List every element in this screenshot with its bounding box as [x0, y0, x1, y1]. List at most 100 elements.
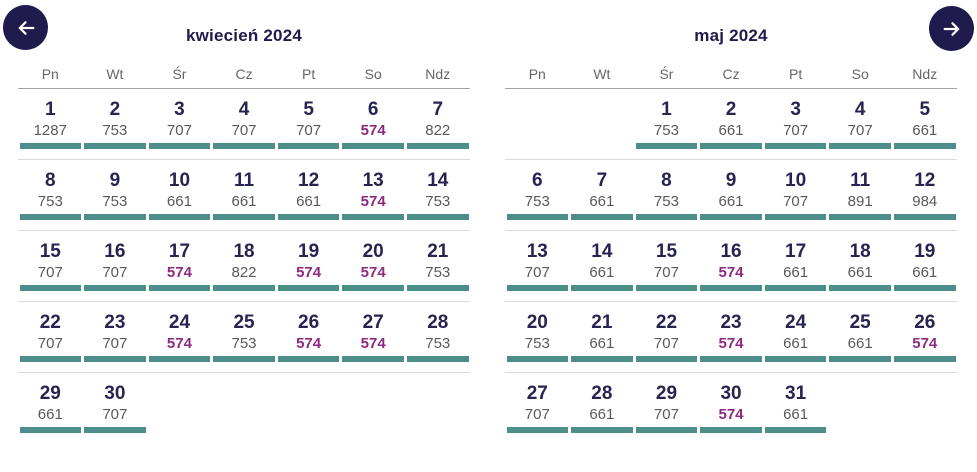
next-month-button[interactable]: [929, 6, 974, 51]
price-underline-bar: [148, 356, 211, 362]
price-underline-bar: [764, 356, 827, 362]
day-cell[interactable]: 7 661: [570, 169, 635, 220]
price-underline-bar: [19, 214, 82, 220]
day-cell[interactable]: 24 574: [147, 311, 212, 362]
weekday-label: So: [851, 66, 869, 82]
day-number: 27: [526, 383, 548, 404]
day-cell[interactable]: 10 707: [763, 169, 828, 220]
day-cell[interactable]: 25 753: [212, 311, 277, 362]
price-underline-bar: [506, 285, 569, 291]
day-cell[interactable]: 29 661: [18, 382, 83, 433]
price-calendar: kwiecień 2024 Pn Wt Śr Cz Pt So Ndz 1 1287 2 753 3…: [18, 26, 957, 433]
day-price-highlighted: 574: [296, 335, 322, 352]
price-underline-bar: [84, 285, 146, 291]
week-row: 8 753 9 753 10 661 11 661 12 661 13 574 14 753: [18, 160, 470, 231]
day-cell[interactable]: 6 574: [341, 98, 406, 149]
price-underline-bar: [700, 214, 762, 220]
week-row: 15 707 16 707 17 574 18 822 19 574 20 574 21 753: [18, 231, 470, 302]
day-cell[interactable]: 19 574: [276, 240, 341, 291]
day-price-highlighted: 574: [166, 264, 192, 281]
day-cell[interactable]: 19 661: [892, 240, 957, 291]
empty-day-cell: [570, 98, 635, 149]
price-underline-bar: [19, 427, 82, 433]
day-cell[interactable]: 14 753: [405, 169, 470, 220]
day-cell[interactable]: 3 707: [147, 98, 212, 149]
day-price: 707: [653, 264, 679, 281]
day-cell[interactable]: 7 822: [405, 98, 470, 149]
day-cell[interactable]: 1 1287: [18, 98, 83, 149]
day-cell[interactable]: 18 822: [212, 240, 277, 291]
day-cell[interactable]: 24 661: [763, 311, 828, 362]
prev-month-button[interactable]: [3, 5, 48, 50]
day-cell[interactable]: 23 707: [83, 311, 148, 362]
day-number: 16: [104, 241, 126, 262]
price-underline-bar: [893, 356, 956, 362]
day-cell[interactable]: 22 707: [18, 311, 83, 362]
day-cell[interactable]: 16 707: [83, 240, 148, 291]
day-cell[interactable]: 26 574: [892, 311, 957, 362]
day-cell[interactable]: 15 707: [634, 240, 699, 291]
day-cell[interactable]: 16 574: [699, 240, 764, 291]
day-price: 661: [912, 122, 938, 139]
day-cell[interactable]: 28 753: [405, 311, 470, 362]
day-cell[interactable]: 1 753: [634, 98, 699, 149]
day-number: 22: [655, 312, 678, 333]
day-cell[interactable]: 30 574: [699, 382, 764, 433]
day-cell[interactable]: 4 707: [212, 98, 277, 149]
weekday-label: Śr: [172, 66, 187, 82]
day-cell[interactable]: 22 707: [634, 311, 699, 362]
day-cell[interactable]: 28 661: [570, 382, 635, 433]
day-cell[interactable]: 8 753: [634, 169, 699, 220]
day-cell[interactable]: 4 707: [828, 98, 893, 149]
day-cell[interactable]: 14 661: [570, 240, 635, 291]
day-cell[interactable]: 20 574: [341, 240, 406, 291]
day-cell[interactable]: 3 707: [763, 98, 828, 149]
day-cell[interactable]: 5 661: [892, 98, 957, 149]
day-cell[interactable]: 9 661: [699, 169, 764, 220]
day-cell[interactable]: 5 707: [276, 98, 341, 149]
day-price: 661: [589, 406, 615, 423]
day-cell[interactable]: 26 574: [276, 311, 341, 362]
day-number: 3: [174, 99, 185, 120]
day-cell[interactable]: 12 984: [892, 169, 957, 220]
day-number: 24: [168, 312, 191, 333]
day-price: 707: [37, 264, 63, 281]
day-cell[interactable]: 29 707: [634, 382, 699, 433]
month-title: kwiecień 2024: [185, 26, 302, 45]
day-cell[interactable]: 8 753: [18, 169, 83, 220]
day-cell[interactable]: 2 753: [83, 98, 148, 149]
day-cell[interactable]: 11 661: [212, 169, 277, 220]
day-cell[interactable]: 23 574: [699, 311, 764, 362]
day-cell[interactable]: 27 574: [341, 311, 406, 362]
day-number: 25: [233, 312, 255, 333]
day-number: 21: [427, 241, 449, 262]
day-price: 661: [589, 193, 615, 210]
day-cell[interactable]: 2 661: [699, 98, 764, 149]
day-number: 30: [720, 383, 742, 404]
day-cell[interactable]: 30 707: [83, 382, 148, 433]
week-row: 1 753 2 661 3 707 4 707 5 661: [505, 89, 957, 160]
day-cell[interactable]: 6 753: [505, 169, 570, 220]
day-cell[interactable]: 25 661: [828, 311, 893, 362]
day-cell[interactable]: 11 891: [828, 169, 893, 220]
day-price: 661: [718, 193, 744, 210]
day-number: 5: [303, 99, 314, 120]
day-cell[interactable]: 9 753: [83, 169, 148, 220]
day-cell[interactable]: 10 661: [147, 169, 212, 220]
day-cell[interactable]: 31 661: [763, 382, 828, 433]
price-underline-bar: [635, 285, 698, 291]
arrow-left-icon: [18, 20, 34, 35]
day-cell[interactable]: 15 707: [18, 240, 83, 291]
month-title: maj 2024: [694, 26, 768, 45]
day-cell[interactable]: 17 661: [763, 240, 828, 291]
day-cell[interactable]: 18 661: [828, 240, 893, 291]
day-cell[interactable]: 13 707: [505, 240, 570, 291]
day-cell[interactable]: 20 753: [505, 311, 570, 362]
day-cell[interactable]: 13 574: [341, 169, 406, 220]
day-cell[interactable]: 21 661: [570, 311, 635, 362]
day-cell[interactable]: 12 661: [276, 169, 341, 220]
day-cell[interactable]: 27 707: [505, 382, 570, 433]
day-cell[interactable]: 21 753: [405, 240, 470, 291]
day-cell[interactable]: 17 574: [147, 240, 212, 291]
price-underline-bar: [19, 285, 82, 291]
